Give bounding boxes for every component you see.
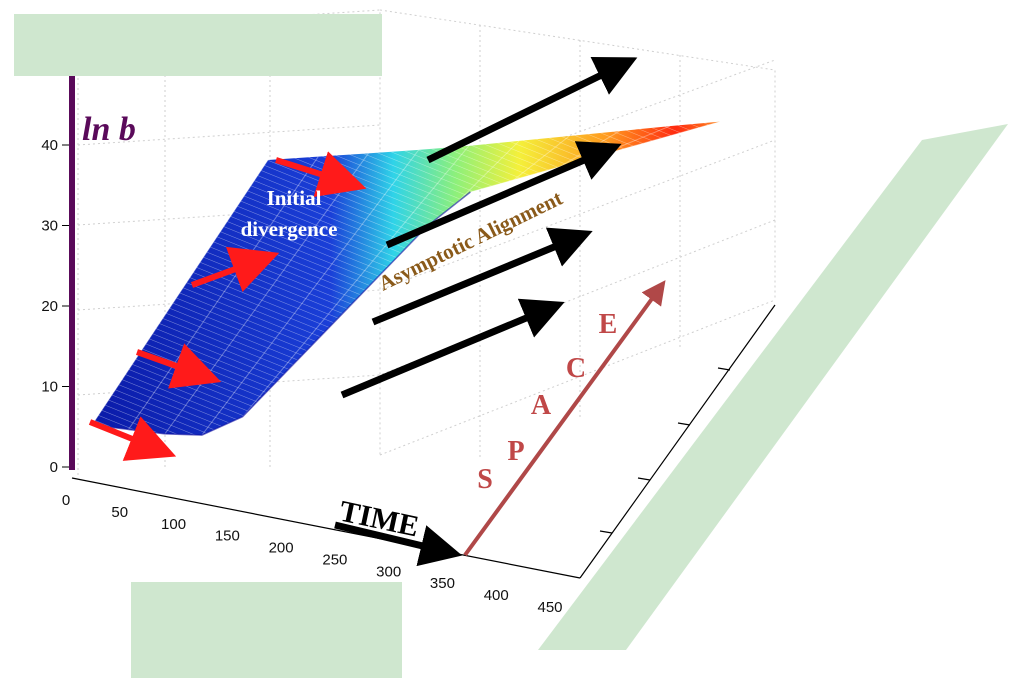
surface-mesh-line-250 bbox=[288, 140, 520, 370]
z-tick-30: 30 bbox=[41, 218, 58, 235]
red-arrow-1 bbox=[88, 416, 177, 461]
lnb-axis-label: ln b bbox=[82, 111, 136, 148]
surface-mesh-line-50 bbox=[128, 156, 319, 430]
x-tick-350: 350 bbox=[430, 575, 455, 592]
mask-bottom bbox=[131, 582, 402, 678]
mask-right bbox=[538, 124, 1008, 650]
space-letter-e: E bbox=[599, 309, 618, 340]
black-arrow-2 bbox=[385, 141, 622, 249]
space-letter-a: A bbox=[531, 390, 552, 421]
surface-mesh bbox=[92, 121, 720, 436]
black-arrow-3 bbox=[371, 227, 593, 326]
space-letter-c: C bbox=[566, 353, 586, 384]
red-arrow-4 bbox=[275, 151, 367, 198]
red-arrows bbox=[88, 151, 367, 461]
x-tick-200: 200 bbox=[269, 540, 294, 557]
black-arrows bbox=[334, 57, 638, 567]
space-axis-arrow bbox=[463, 280, 666, 557]
x-tick-150: 150 bbox=[215, 528, 240, 545]
z-tick-0: 0 bbox=[50, 459, 58, 476]
initial-divergence-label: Initial divergence bbox=[241, 186, 338, 241]
space-letter-s: S bbox=[477, 464, 493, 495]
red-arrow-3 bbox=[190, 246, 280, 292]
svg-text:Initial: Initial bbox=[267, 186, 322, 210]
space-letter-p: P bbox=[507, 436, 524, 467]
svg-text:divergence: divergence bbox=[241, 217, 338, 241]
x-tick-450: 450 bbox=[537, 599, 562, 616]
surface-mesh-line-300 bbox=[334, 135, 570, 323]
mask-top-left bbox=[14, 14, 382, 76]
red-arrow-2 bbox=[135, 343, 222, 389]
time-arrow bbox=[334, 521, 463, 567]
x-tick-250: 250 bbox=[322, 551, 347, 568]
black-arrow-1 bbox=[426, 57, 638, 164]
floor-axes bbox=[71, 304, 776, 579]
space-axis-ticks bbox=[599, 367, 731, 534]
z-tick-10: 10 bbox=[41, 379, 58, 396]
z-tick-20: 20 bbox=[41, 298, 58, 315]
surface-mesh-line-0 bbox=[91, 159, 269, 426]
x-tick-100: 100 bbox=[161, 516, 186, 533]
surface-mesh-line-150 bbox=[201, 149, 420, 436]
z-axis-ticks: 0 10 20 30 40 bbox=[41, 137, 70, 476]
space-axis-label: S P A C E bbox=[477, 309, 617, 495]
x-tick-300: 300 bbox=[376, 563, 401, 580]
x-tick-0: 0 bbox=[62, 492, 70, 509]
x-tick-400: 400 bbox=[484, 587, 509, 604]
x-tick-50: 50 bbox=[111, 504, 128, 521]
x-axis-ticks: 0 50 100 150 200 250 300 350 400 450 bbox=[62, 492, 563, 616]
z-tick-40: 40 bbox=[41, 137, 58, 154]
black-arrow-4 bbox=[340, 298, 565, 399]
surface-mesh-line-200 bbox=[242, 145, 470, 418]
